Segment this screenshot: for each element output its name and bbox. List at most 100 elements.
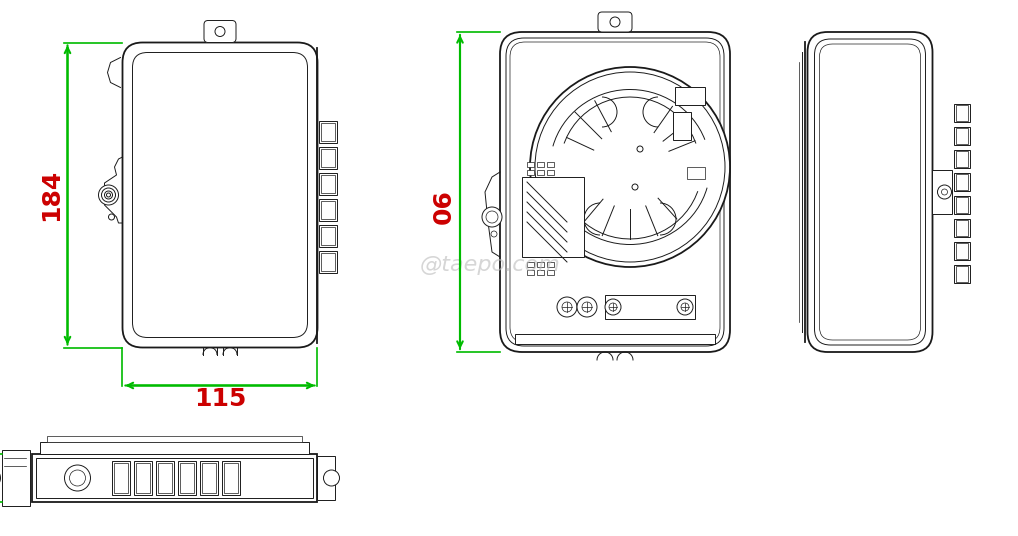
Bar	[201, 461, 219, 495]
Circle shape	[107, 193, 111, 197]
Circle shape	[582, 302, 592, 312]
Text: 06: 06	[432, 190, 456, 225]
Bar	[225, 463, 238, 493]
Bar	[547, 262, 554, 267]
Bar	[322, 123, 336, 141]
FancyBboxPatch shape	[598, 12, 632, 32]
Text: 115: 115	[193, 388, 246, 412]
Bar	[515, 334, 715, 344]
Bar	[955, 242, 970, 259]
Bar	[178, 461, 196, 495]
Bar	[322, 175, 336, 193]
Text: 184: 184	[40, 169, 63, 221]
Bar	[157, 461, 174, 495]
Circle shape	[109, 214, 114, 220]
Circle shape	[215, 26, 225, 36]
Bar	[955, 126, 970, 145]
Bar	[675, 87, 705, 105]
Circle shape	[609, 303, 617, 311]
Bar	[320, 173, 338, 195]
Bar	[955, 219, 970, 236]
Bar	[955, 173, 970, 190]
Bar	[322, 227, 336, 245]
Bar	[547, 270, 554, 275]
FancyBboxPatch shape	[204, 20, 236, 42]
FancyBboxPatch shape	[122, 42, 318, 347]
Bar	[322, 149, 336, 167]
Bar	[527, 162, 534, 167]
Bar	[538, 262, 544, 267]
Bar	[33, 454, 318, 502]
Bar	[538, 270, 544, 275]
Bar	[203, 463, 217, 493]
Bar	[957, 105, 968, 121]
Bar	[320, 225, 338, 247]
Bar	[223, 461, 240, 495]
Bar	[180, 463, 194, 493]
Bar	[955, 150, 970, 167]
Circle shape	[677, 299, 693, 315]
Bar	[320, 199, 338, 221]
Bar	[957, 197, 968, 212]
Bar	[113, 461, 130, 495]
Circle shape	[562, 302, 572, 312]
Circle shape	[105, 191, 113, 199]
Bar	[37, 458, 314, 498]
Circle shape	[491, 231, 497, 237]
Circle shape	[942, 189, 948, 195]
Text: @taepo.com: @taepo.com	[419, 255, 560, 275]
Bar	[955, 264, 970, 282]
Circle shape	[99, 185, 118, 205]
Bar	[41, 442, 309, 454]
Bar	[957, 242, 968, 258]
FancyBboxPatch shape	[500, 32, 730, 352]
Bar	[605, 295, 695, 319]
Bar	[955, 103, 970, 122]
Circle shape	[577, 297, 597, 317]
Circle shape	[610, 17, 620, 27]
Circle shape	[482, 207, 502, 227]
Bar	[2, 450, 31, 506]
Circle shape	[632, 184, 638, 190]
Bar	[547, 170, 554, 175]
Circle shape	[938, 185, 952, 199]
Bar	[48, 436, 302, 442]
Circle shape	[681, 303, 689, 311]
Bar	[322, 201, 336, 219]
Circle shape	[530, 67, 730, 267]
FancyBboxPatch shape	[807, 32, 932, 352]
Bar	[957, 174, 968, 190]
Bar	[955, 196, 970, 213]
Bar	[322, 253, 336, 271]
Bar	[320, 147, 338, 169]
Bar	[318, 456, 336, 500]
Bar	[687, 167, 705, 179]
Bar	[136, 463, 151, 493]
Circle shape	[102, 188, 115, 202]
Bar	[538, 162, 544, 167]
Bar	[957, 220, 968, 235]
Circle shape	[605, 299, 621, 315]
Bar	[320, 121, 338, 143]
Polygon shape	[98, 155, 134, 225]
Bar	[673, 112, 691, 140]
Bar	[932, 170, 953, 214]
Bar	[527, 262, 534, 267]
Bar	[527, 170, 534, 175]
Bar	[134, 461, 153, 495]
Circle shape	[324, 470, 339, 486]
Bar	[522, 177, 584, 257]
Bar	[957, 128, 968, 144]
Circle shape	[637, 146, 643, 152]
Bar	[538, 170, 544, 175]
Bar	[547, 162, 554, 167]
Bar	[957, 265, 968, 281]
Bar	[527, 270, 534, 275]
Circle shape	[69, 470, 86, 486]
Circle shape	[557, 297, 577, 317]
Bar	[114, 463, 128, 493]
Bar	[957, 151, 968, 167]
Circle shape	[64, 465, 91, 491]
Circle shape	[486, 211, 498, 223]
Bar	[159, 463, 172, 493]
